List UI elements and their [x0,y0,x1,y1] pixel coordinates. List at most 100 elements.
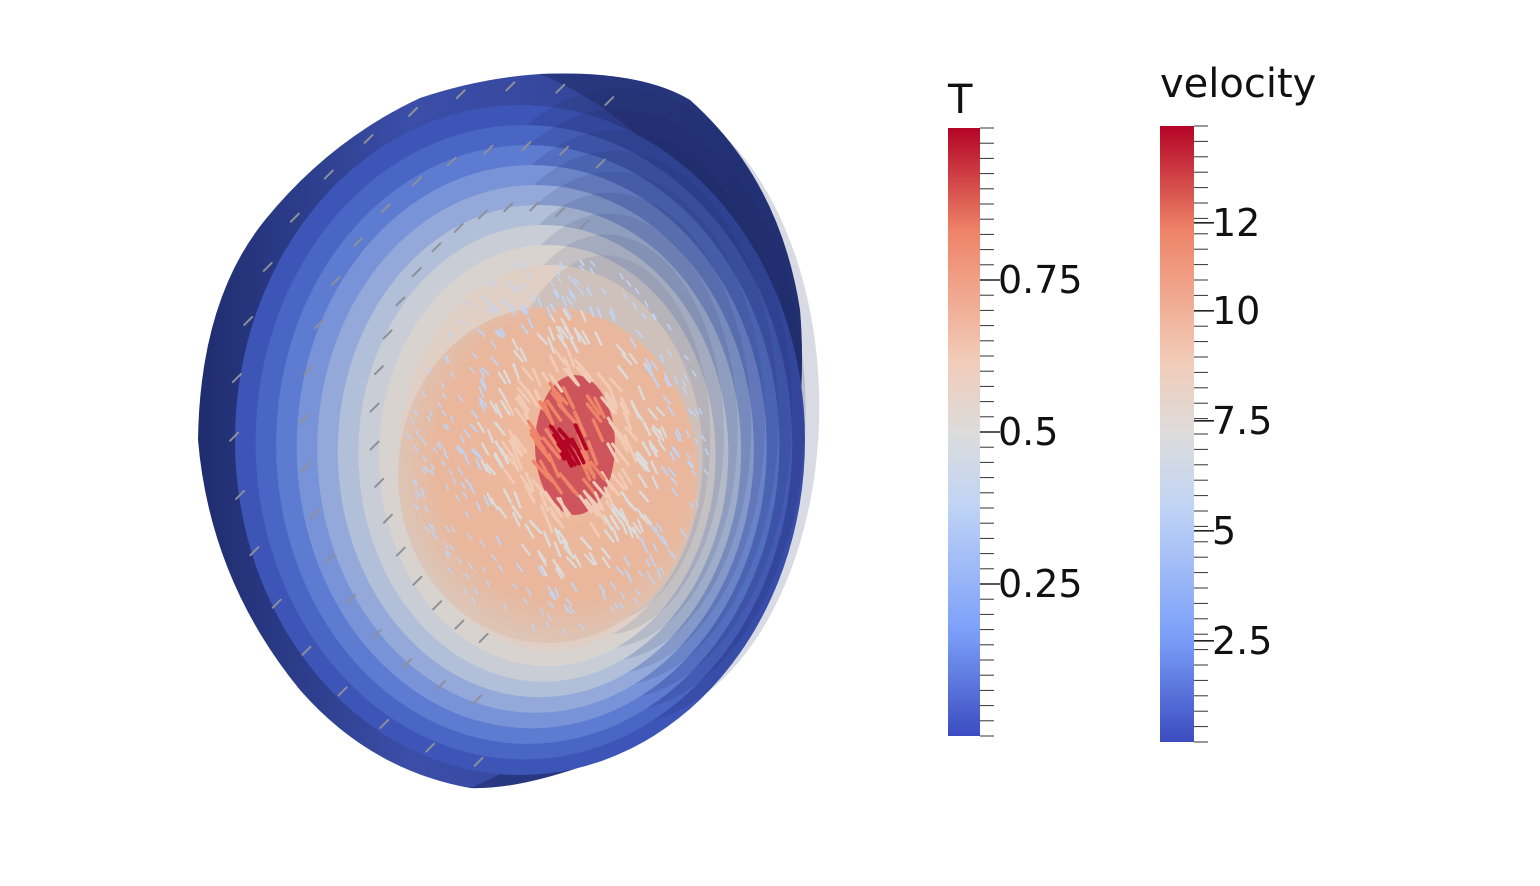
velocity-arrow [509,439,519,459]
velocity-arrow [469,484,476,495]
velocity-arrow [556,442,577,467]
surface-arrow [289,212,300,223]
velocity-arrow [450,371,456,379]
velocity-arrow [611,508,623,524]
colorbar-tick-label: 2.5 [1212,618,1273,663]
velocity-arrow [537,565,545,577]
surface-arrow [301,461,312,472]
velocity-arrow [691,469,697,476]
surface-arrow [402,658,413,669]
velocity-arrow [617,434,630,454]
velocity-arrow [695,500,699,508]
velocity-arrow [421,390,426,398]
velocity-arrow [698,407,703,415]
velocity-arrow [619,432,632,451]
velocity-arrow [547,614,552,622]
velocity-arrow [570,437,586,465]
velocity-arrow [421,467,427,475]
velocity-arrow [519,347,528,362]
velocity-arrow [604,394,618,415]
velocity-arrow [608,377,623,393]
velocity-arrow [520,323,529,335]
velocity-arrow [554,587,560,598]
velocity-arrow [601,556,611,569]
velocity-arrow [441,392,447,399]
velocity-arrow [634,287,640,295]
velocity-arrow [668,467,677,477]
velocity-arrow [543,530,552,548]
velocity-arrow [491,280,497,287]
surface-arrow [229,431,240,442]
velocity-arrow [513,285,517,293]
velocity-arrow [579,259,585,266]
velocity-arrow [459,434,465,444]
velocity-arrow [573,423,589,451]
velocity-arrow [635,589,641,596]
velocity-arrow [479,400,486,413]
velocity-arrow [450,526,456,533]
velocity-arrow [544,427,562,453]
surface-arrow [431,242,442,253]
velocity-arrow [464,511,470,519]
velocity-arrow [666,323,672,331]
surface-arrow [503,202,514,213]
velocity-arrow [640,457,651,473]
velocity-arrow [556,334,568,349]
velocity-arrow [490,356,499,367]
surface-arrow [604,96,615,107]
velocity-arrow [647,408,658,421]
velocity-arrow [578,494,593,514]
colorbar-tick-label: 7.5 [1212,398,1273,443]
velocity-arrow [538,553,548,567]
velocity-arrow [414,428,419,436]
surface-arrow [231,373,242,384]
velocity-arrow [650,578,656,585]
velocity-arrow [445,525,451,533]
velocity-arrow [623,555,631,567]
velocity-arrow [549,280,555,288]
velocity-arrow [493,452,504,468]
velocity-arrow [456,557,462,565]
velocity-arrow [437,441,443,448]
velocity-arrow [497,371,507,385]
velocity-arrow [694,408,700,416]
velocity-arrow [490,340,497,349]
velocity-arrow [683,354,690,361]
surface-arrow [472,694,483,705]
velocity-arrow [529,294,537,303]
velocity-arrow [517,394,531,413]
velocity-arrow [558,472,576,494]
velocity-arrow [457,395,464,402]
velocity-arrow [494,403,503,419]
colorbar-velocity-title: velocity [1160,61,1317,107]
velocity-arrow [476,421,485,434]
surface-arrow [395,546,406,557]
velocity-arrow [648,522,657,533]
velocity-arrow [548,354,560,373]
velocity-arrow [421,492,426,499]
surface-arrow [374,477,385,488]
surface-arrow [412,176,423,187]
velocity-arrow [440,460,447,467]
velocity-arrow [539,491,550,512]
velocity-arrow [614,602,620,609]
colorbar-T-ticks [980,127,1000,737]
velocity-arrow [624,569,632,579]
velocity-arrow [655,406,666,417]
velocity-arrow [513,491,522,509]
surface-arrow [477,209,488,220]
velocity-arrow [538,400,554,423]
velocity-arrow [619,508,629,524]
velocity-arrow [502,297,507,305]
surface-arrow [310,508,321,519]
velocity-arrow [481,462,492,475]
velocity-arrow [531,367,542,387]
velocity-arrow [471,352,478,359]
velocity-arrow [523,305,529,315]
velocity-arrow [445,355,450,363]
velocity-arrow [509,308,516,316]
colorbar-velocity [1160,125,1214,743]
velocity-arrow [670,476,678,486]
velocity-arrow [486,280,491,288]
